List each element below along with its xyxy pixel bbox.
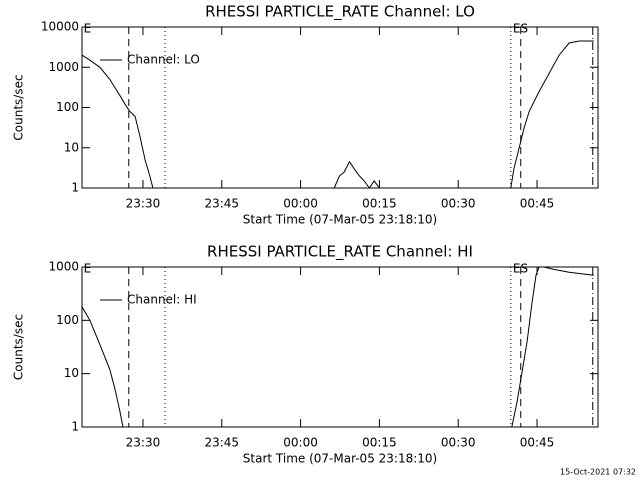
y-tick-label: 1000	[48, 260, 79, 274]
annotation: ES	[513, 262, 528, 276]
y-axis-label: Counts/sec	[12, 74, 26, 140]
x-tick-label: 00:30	[441, 197, 476, 211]
y-axis-label: Counts/sec	[12, 314, 26, 380]
x-tick-label: 00:00	[283, 197, 318, 211]
y-tick-label: 1000	[48, 60, 79, 74]
legend-label: Channel: HI	[127, 293, 197, 307]
annotation: E	[84, 22, 92, 36]
annotation: ES	[513, 22, 528, 36]
x-tick-label: 23:30	[126, 197, 161, 211]
y-tick-label: 1	[71, 420, 79, 434]
footer: 15-Oct-2021 07:32	[560, 468, 636, 477]
y-tick-label: 10000	[41, 20, 79, 34]
annotation: E	[84, 262, 92, 276]
y-tick-label: 100	[56, 100, 79, 114]
y-tick-label: 10	[64, 366, 79, 380]
legend-label: Channel: LO	[127, 53, 200, 67]
x-tick-label: 23:45	[204, 436, 239, 450]
plot-frame	[81, 266, 599, 428]
x-tick-label: 00:15	[362, 197, 397, 211]
y-tick-label: 100	[56, 313, 79, 327]
x-axis-label: Start Time (07-Mar-05 23:18:10)	[243, 213, 437, 227]
y-tick-label: 1	[71, 181, 79, 195]
x-tick-label: 00:15	[362, 436, 397, 450]
x-tick-label: 00:30	[441, 436, 476, 450]
x-tick-label: 00:45	[520, 436, 555, 450]
x-tick-label: 00:00	[283, 436, 318, 450]
chart-title: RHESSI PARTICLE_RATE Channel: HI	[207, 243, 473, 262]
x-tick-label: 00:45	[520, 197, 555, 211]
x-tick-label: 23:45	[204, 197, 239, 211]
x-axis-label: Start Time (07-Mar-05 23:18:10)	[243, 452, 437, 466]
x-tick-label: 23:30	[126, 436, 161, 450]
y-tick-label: 10	[64, 140, 79, 154]
chart-title: RHESSI PARTICLE_RATE Channel: LO	[205, 3, 475, 22]
series-line	[81, 40, 594, 189]
series-line	[81, 266, 594, 428]
